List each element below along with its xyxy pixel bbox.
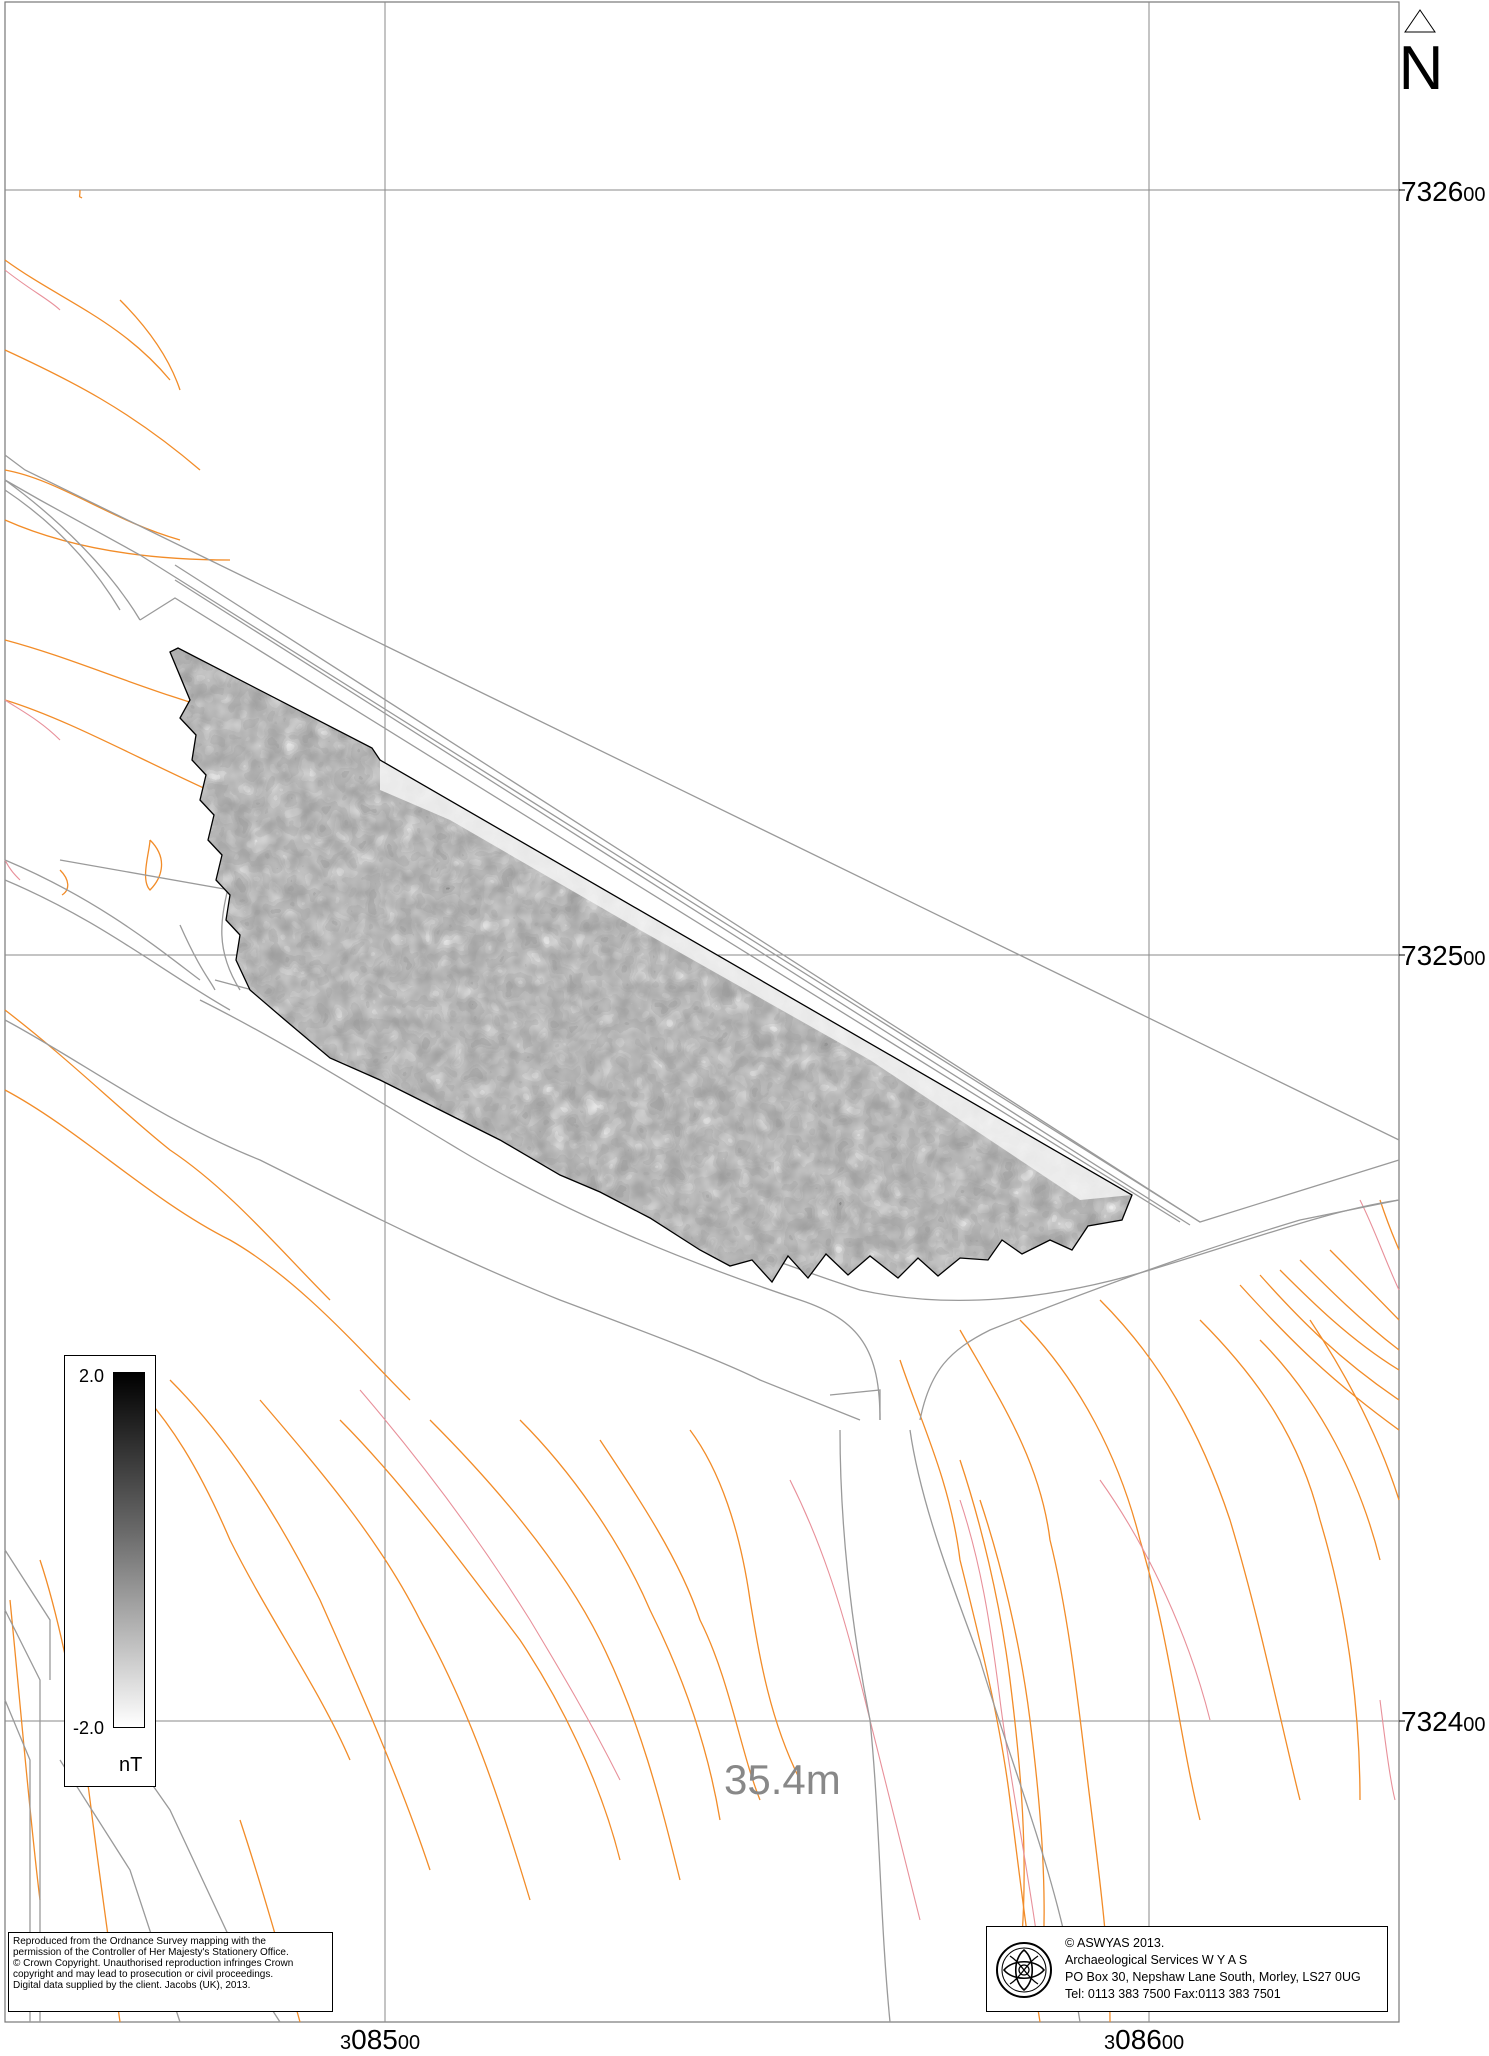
northing-label-7325: 732500: [1401, 940, 1486, 972]
copyright-line: Digital data supplied by the client. Jac…: [13, 1980, 251, 1991]
legend-min-label: -2.0: [73, 1718, 105, 1738]
north-arrow-triangle: [1404, 9, 1436, 33]
northing-small: 00: [1463, 1714, 1486, 1736]
credit-line-1: © ASWYAS 2013.: [1065, 1936, 1165, 1950]
geophysical-survey-data: [170, 648, 1132, 1282]
legend-gradient-bar: [113, 1372, 145, 1728]
northing-small: 00: [1463, 948, 1486, 970]
northing-big: 7326: [1401, 176, 1464, 207]
northing-small: 00: [1463, 184, 1486, 206]
northing-label-7324: 732400: [1401, 1706, 1486, 1738]
map-frame: [4, 1, 1400, 2023]
boundary-lines: [4, 269, 1400, 1961]
road-edges: [4, 454, 1400, 2023]
credit-box: © ASWYAS 2013. Archaeological Services W…: [986, 1926, 1388, 2012]
grid-ticks: [1399, 189, 1405, 1722]
legend-max-label: 2.0: [79, 1366, 105, 1386]
copyright-line: © Crown Copyright. Unauthorised reproduc…: [13, 1958, 294, 1969]
north-arrow: N: [1398, 8, 1444, 100]
northing-big: 7325: [1401, 940, 1464, 971]
northing-label-7326: 732600: [1401, 176, 1486, 208]
aswyas-logo-icon: [996, 1942, 1052, 1998]
northing-big: 7324: [1401, 1706, 1464, 1737]
survey-pale-strip: [380, 760, 1132, 1200]
copyright-line: permission of the Controller of Her Maje…: [13, 1947, 289, 1958]
easting-small: 00: [397, 2032, 421, 2054]
copyright-notice: Reproduced from the Ordnance Survey mapp…: [8, 1932, 333, 2012]
easting-prefix: 3: [1104, 2032, 1116, 2054]
contour-lines: [4, 189, 1400, 2023]
easting-label-3086: 308600: [1104, 2024, 1184, 2056]
easting-big: 086: [1115, 2024, 1162, 2055]
credit-text: © ASWYAS 2013. Archaeological Services W…: [1065, 1935, 1361, 2003]
easting-big: 085: [351, 2024, 398, 2055]
credit-line-4: Tel: 0113 383 7500 Fax:0113 383 7501: [1065, 1987, 1281, 2001]
copyright-line: copyright and may lead to prosecution or…: [13, 1969, 274, 1980]
credit-line-2: Archaeological Services W Y A S: [1065, 1953, 1248, 1967]
easting-small: 00: [1161, 2032, 1185, 2054]
legend-unit-label: nT: [119, 1754, 143, 1776]
survey-outline: [169, 647, 1133, 1284]
contour-height-label: 35.4m: [724, 1756, 841, 1803]
credit-line-3: PO Box 30, Nepshaw Lane South, Morley, L…: [1065, 1970, 1361, 1984]
easting-label-3085: 308500: [340, 2024, 420, 2056]
legend: 2.0 -2.0 nT: [64, 1355, 156, 1787]
survey-noise: [170, 648, 1132, 1282]
easting-prefix: 3: [340, 2032, 352, 2054]
copyright-line: Reproduced from the Ordnance Survey mapp…: [13, 1936, 266, 1947]
north-arrow-label: N: [1398, 34, 1444, 103]
